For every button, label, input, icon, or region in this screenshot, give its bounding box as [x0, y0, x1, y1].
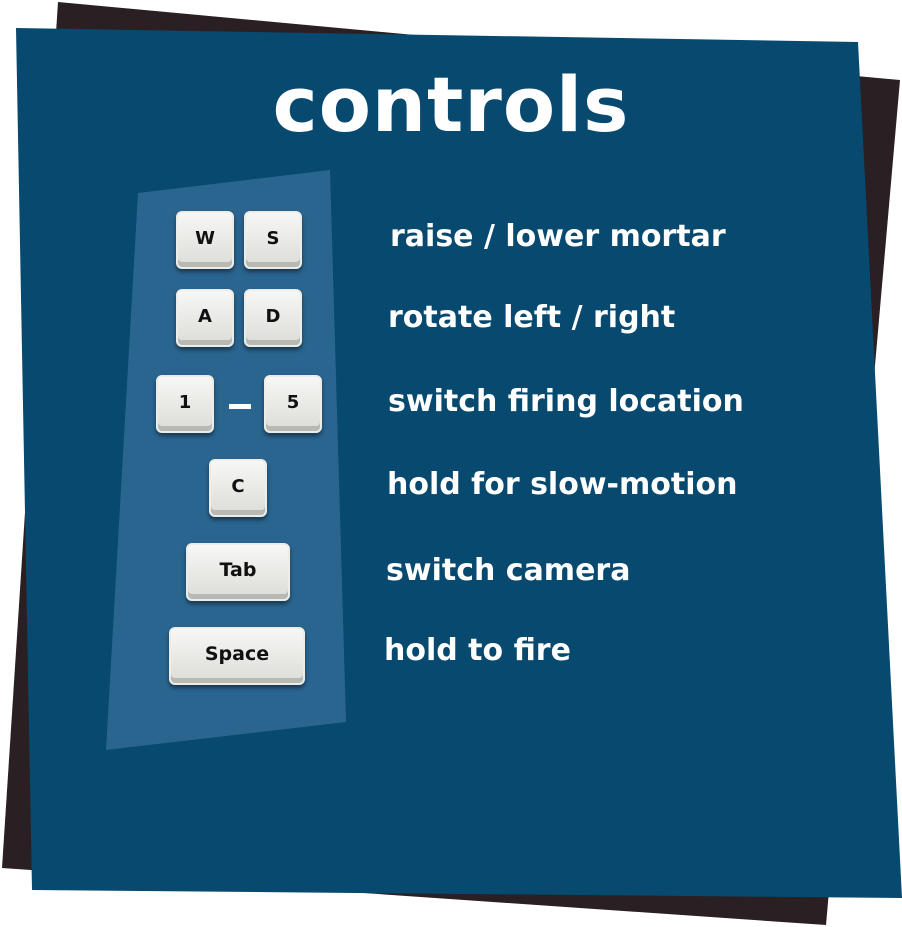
key-space: Space — [169, 627, 305, 685]
key-c: C — [209, 459, 267, 517]
control-description-firing-location: switch firing location — [388, 384, 744, 419]
key-s: S — [244, 211, 302, 269]
control-description-raise-lower: raise / lower mortar — [390, 219, 726, 254]
control-description-fire: hold to fire — [384, 633, 571, 668]
range-dash — [229, 404, 251, 409]
control-description-rotate: rotate left / right — [388, 300, 676, 335]
page-title: controls — [272, 60, 630, 149]
key-tab: Tab — [186, 543, 290, 601]
key-a: A — [176, 289, 234, 347]
control-description-camera: switch camera — [386, 553, 631, 588]
key-5: 5 — [264, 375, 322, 433]
key-1: 1 — [156, 375, 214, 433]
key-w: W — [176, 211, 234, 269]
key-d: D — [244, 289, 302, 347]
control-description-slow-motion: hold for slow-motion — [387, 467, 738, 502]
